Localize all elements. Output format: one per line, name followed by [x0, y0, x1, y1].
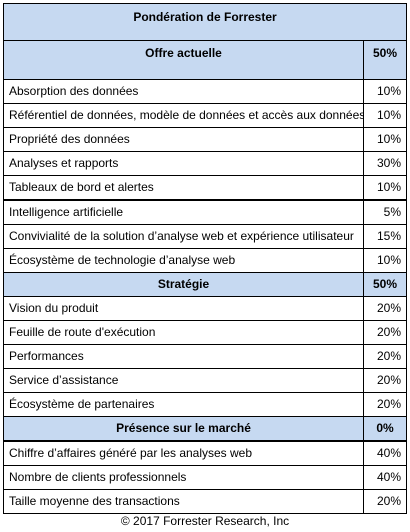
criterion-weight: 20% [363, 368, 407, 394]
criterion-label: Vision du produit [3, 295, 364, 321]
criterion-label: Analyses et rapports [3, 151, 364, 177]
criterion-weight: 30% [363, 151, 407, 177]
criterion-weight: 15% [363, 223, 407, 249]
footer: © 2017 Forrester Research, Inc [120, 514, 290, 528]
criterion-label: Performances [3, 344, 364, 370]
criterion-weight: 10% [363, 247, 407, 273]
criterion-weight: 40% [363, 440, 407, 466]
criterion-label: Écosystème de partenaires [3, 392, 364, 418]
criterion-label: Intelligence artificielle [3, 199, 364, 225]
criterion-label: Propriété des données [3, 127, 364, 153]
criterion-label: Convivialité de la solution d’analyse we… [3, 223, 364, 249]
criterion-weight: 40% [363, 464, 407, 490]
criterion-label: Service d’assistance [3, 368, 364, 394]
section-weight: 50% [363, 40, 407, 80]
criterion-weight: 20% [363, 295, 407, 321]
criterion-label: Tableaux de bord et alertes [3, 175, 364, 201]
section-name: Stratégie [3, 271, 364, 297]
section-weight: 50% [363, 271, 407, 297]
criterion-weight: 10% [363, 175, 407, 201]
criterion-label: Référentiel de données, modèle de donnée… [3, 103, 364, 129]
criterion-weight: 10% [363, 79, 407, 105]
section-weight: 0% [363, 416, 407, 442]
section-name: Offre actuelle [3, 40, 364, 80]
criterion-label: Écosystème de technologie d’analyse web [3, 247, 364, 273]
criterion-label: Absorption des données [3, 79, 364, 105]
criterion-label: Feuille de route d'exécution [3, 320, 364, 346]
criterion-weight: 10% [363, 103, 407, 129]
section-name: Présence sur le marché [3, 416, 364, 442]
criterion-weight: 10% [363, 127, 407, 153]
criterion-label: Nombre de clients professionnels [3, 464, 364, 490]
criterion-label: Taille moyenne des transactions [3, 488, 364, 514]
table-title: Pondération de Forrester [3, 3, 407, 41]
criterion-weight: 20% [363, 392, 407, 418]
criterion-weight: 20% [363, 320, 407, 346]
criterion-weight: 5% [363, 199, 407, 225]
criterion-weight: 20% [363, 344, 407, 370]
criterion-label: Chiffre d’affaires généré par les analys… [3, 440, 364, 466]
criterion-weight: 20% [363, 488, 407, 514]
